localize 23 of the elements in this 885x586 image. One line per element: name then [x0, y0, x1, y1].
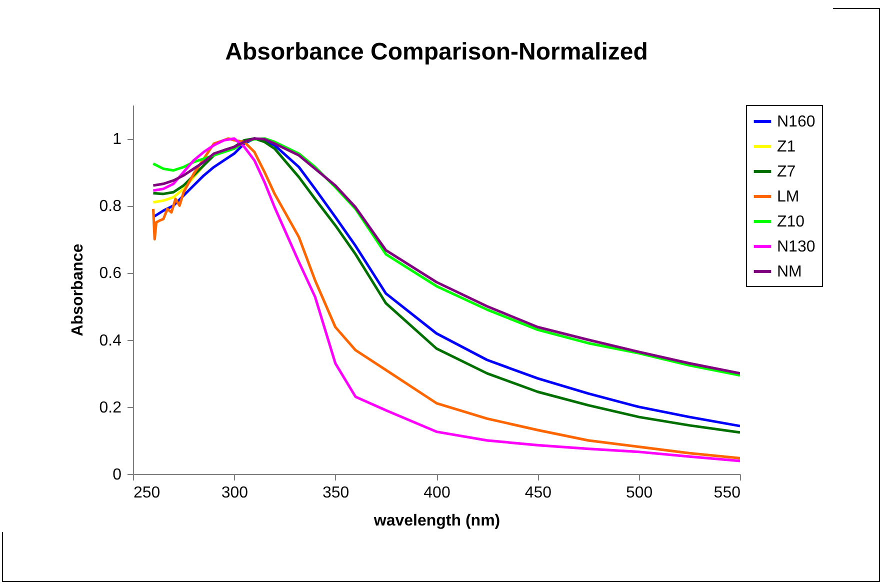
y-tick-label: 0.6	[99, 265, 122, 282]
x-tick-label: 250	[134, 484, 160, 502]
x-tick-label: 350	[322, 484, 350, 502]
legend-label: LM	[777, 188, 800, 206]
y-tick-label: 0.8	[99, 198, 122, 216]
y-axis-title: Absorbance	[69, 244, 86, 336]
legend-label: Z7	[777, 164, 796, 180]
legend-label: N130	[777, 238, 816, 256]
y-tick-label: 0.2	[99, 399, 122, 416]
x-tick-label: 550	[714, 484, 741, 502]
x-tick-label: 400	[424, 484, 450, 502]
legend-label: Z1	[777, 138, 796, 156]
x-axis-title: wavelength (nm)	[372, 512, 500, 530]
y-tick-label: 0	[112, 466, 122, 484]
y-tick-label: 0.4	[99, 332, 122, 350]
y-tick-label: 1	[112, 131, 122, 148]
x-tick-label: 500	[626, 484, 653, 502]
x-tick-label: 300	[221, 484, 248, 502]
x-tick-label: 450	[524, 484, 552, 502]
legend-label: NM	[777, 264, 802, 280]
chart-title: Absorbance Comparison-Normalized	[225, 38, 648, 66]
legend-label: Z10	[777, 214, 805, 230]
legend-label: N160	[777, 114, 816, 130]
